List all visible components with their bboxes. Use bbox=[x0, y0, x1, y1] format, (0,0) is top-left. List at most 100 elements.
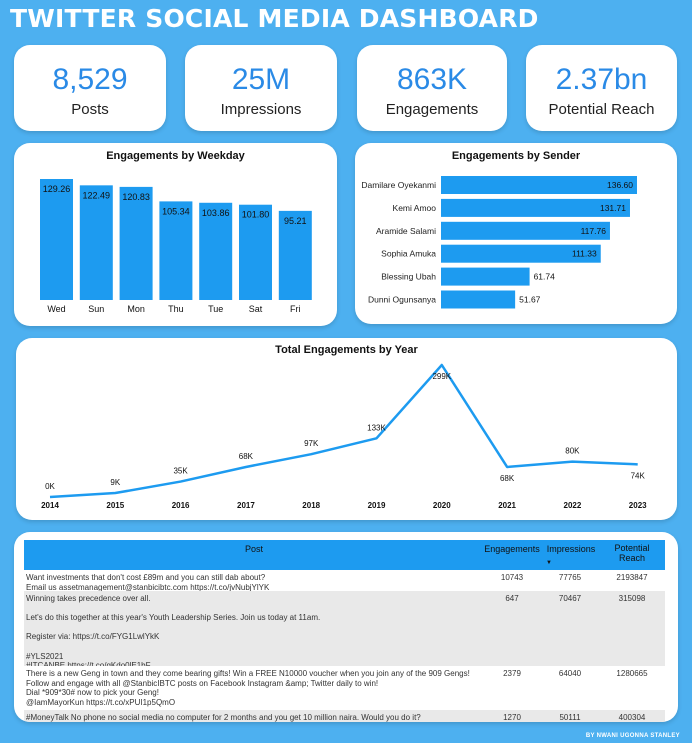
weekday-tick-label: Sun bbox=[88, 304, 104, 314]
row-impressions: 70467 bbox=[558, 594, 582, 603]
weekday-chart-card[interactable]: Engagements by Weekday 129.26 Wed 122.49 Su… bbox=[14, 143, 337, 326]
row-reach: 400304 bbox=[618, 713, 646, 722]
weekday-tick-label: Fri bbox=[290, 304, 301, 314]
year-point-label: 68K bbox=[239, 452, 254, 461]
kpi-engagements-value: 863K bbox=[396, 63, 468, 96]
sender-bar bbox=[441, 198, 630, 217]
row-reach: 2193847 bbox=[616, 573, 648, 582]
year-tick-label: 2021 bbox=[498, 501, 516, 510]
kpi-impressions-label: Impressions bbox=[220, 101, 302, 118]
year-point-label: 9K bbox=[110, 478, 120, 487]
sender-bar-label: 136.60 bbox=[607, 180, 633, 190]
row-impressions: 50111 bbox=[559, 713, 581, 722]
row-impressions: 64040 bbox=[558, 669, 582, 678]
weekday-bar-label: 103.86 bbox=[202, 208, 230, 218]
year-point-label: 74K bbox=[631, 471, 646, 480]
row-engagements: 10743 bbox=[500, 573, 524, 582]
sender-bar-label: 51.67 bbox=[519, 295, 541, 305]
header-impressions[interactable]: Impressions bbox=[546, 544, 596, 554]
year-chart: 0K 2014 9K 2015 35K 2016 68K 2017 97K 2018 133K 201… bbox=[41, 363, 647, 510]
table-row[interactable]: #MoneyTalk No phone no social media no c… bbox=[24, 710, 665, 722]
year-tick-label: 2015 bbox=[106, 501, 124, 510]
year-tick-label: 2018 bbox=[302, 501, 320, 510]
weekday-bar-label: 105.34 bbox=[162, 206, 190, 216]
year-point-label: 97K bbox=[304, 439, 319, 448]
header-reach[interactable]: Potential Reach bbox=[614, 543, 650, 563]
weekday-bar-label: 120.83 bbox=[122, 192, 150, 202]
row-impressions: 77765 bbox=[558, 573, 582, 582]
sender-category-label: Kemi Amoo bbox=[393, 203, 437, 213]
year-tick-label: 2022 bbox=[564, 501, 582, 510]
header-post[interactable]: Post bbox=[244, 544, 263, 554]
sender-category-label: Blessing Ubah bbox=[381, 272, 436, 282]
row-engagements: 647 bbox=[505, 594, 519, 603]
sender-bar bbox=[441, 267, 530, 286]
row-post: There is a new Geng in town and they com… bbox=[26, 669, 470, 707]
year-tick-label: 2017 bbox=[237, 501, 255, 510]
weekday-bar-label: 101.80 bbox=[242, 210, 270, 220]
sender-bar bbox=[441, 221, 610, 240]
weekday-chart-title: Engagements by Weekday bbox=[106, 150, 245, 162]
sender-bar bbox=[441, 176, 637, 194]
kpi-reach-card[interactable]: 2.37bn Potential Reach bbox=[526, 45, 677, 131]
row-engagements: 1270 bbox=[503, 713, 521, 722]
weekday-tick-label: Sat bbox=[249, 304, 263, 314]
sender-category-label: Damilare Oyekanmi bbox=[361, 180, 436, 190]
year-tick-label: 2016 bbox=[172, 501, 190, 510]
sender-chart-title: Engagements by Sender bbox=[451, 150, 581, 162]
weekday-bar-label: 95.21 bbox=[284, 216, 307, 226]
weekday-chart: 129.26 Wed 122.49 Sun 120.83 Mon 105.34 Thu 103.… bbox=[40, 179, 312, 314]
year-point-label: 68K bbox=[500, 474, 515, 483]
posts-table-card[interactable]: Post Engagements Impressions ▼ Potential… bbox=[14, 532, 678, 722]
year-tick-label: 2023 bbox=[629, 501, 647, 510]
author-credit: BY NWANI UGONNA STANLEY bbox=[585, 733, 680, 739]
year-point-label: 0K bbox=[45, 482, 55, 491]
year-point-label: 35K bbox=[173, 467, 188, 476]
table-row[interactable]: There is a new Geng in town and they com… bbox=[24, 666, 665, 710]
sender-bar-label: 61.74 bbox=[534, 272, 556, 282]
sender-bar-label: 117.76 bbox=[581, 226, 607, 236]
year-point-label: 299K bbox=[432, 372, 451, 381]
row-post: #MoneyTalk No phone no social media no c… bbox=[26, 713, 421, 722]
sender-chart: 136.60 Damilare Oyekanmi 131.71 Kemi Amoo 11… bbox=[361, 176, 637, 309]
kpi-impressions-value: 25M bbox=[231, 63, 291, 96]
weekday-bar-label: 122.49 bbox=[83, 190, 111, 200]
year-chart-title: Total Engagements by Year bbox=[275, 344, 418, 356]
row-reach: 1280665 bbox=[616, 669, 648, 678]
year-chart-card[interactable]: Total Engagements by Year 0K 2014 9K 2015 35… bbox=[16, 338, 677, 520]
sender-bar-label: 111.33 bbox=[572, 249, 597, 259]
sender-category-label: Dunni Ogunsanya bbox=[368, 295, 436, 305]
row-post: Want investments that don't cost £89m an… bbox=[26, 573, 270, 592]
year-tick-label: 2014 bbox=[41, 501, 59, 510]
kpi-engagements-label: Engagements bbox=[385, 101, 479, 118]
table-row[interactable]: Winning takes precedence over all. Let's… bbox=[24, 591, 665, 670]
kpi-engagements-card[interactable]: 863K Engagements bbox=[357, 45, 507, 131]
weekday-bar bbox=[119, 186, 153, 300]
table-header: Post Engagements Impressions ▼ Potential… bbox=[24, 540, 665, 570]
kpi-impressions-card[interactable]: 25M Impressions bbox=[185, 45, 337, 131]
weekday-bar bbox=[79, 185, 113, 300]
sender-bar bbox=[441, 244, 601, 263]
sender-bar-label: 131.71 bbox=[600, 203, 626, 213]
kpi-posts-card[interactable]: 8,529 Posts bbox=[14, 45, 166, 131]
table-row[interactable]: Want investments that don't cost £89m an… bbox=[24, 570, 665, 592]
kpi-reach-value: 2.37bn bbox=[555, 63, 648, 96]
weekday-bar bbox=[159, 201, 193, 300]
sender-category-label: Sophia Amuka bbox=[381, 249, 436, 259]
row-engagements: 2379 bbox=[503, 669, 521, 678]
sort-down-icon[interactable]: ▼ bbox=[546, 560, 552, 566]
header-engagements[interactable]: Engagements bbox=[484, 544, 540, 554]
weekday-bar bbox=[40, 179, 73, 300]
year-tick-label: 2019 bbox=[368, 501, 386, 510]
weekday-tick-label: Thu bbox=[168, 304, 184, 314]
year-point-label: 133K bbox=[367, 423, 386, 432]
kpi-reach-label: Potential Reach bbox=[548, 101, 655, 118]
weekday-tick-label: Tue bbox=[208, 304, 223, 314]
kpi-posts-label: Posts bbox=[71, 101, 109, 118]
year-point-label: 80K bbox=[565, 447, 580, 456]
sender-bar bbox=[441, 290, 516, 309]
year-series-line bbox=[49, 363, 638, 499]
sender-chart-card[interactable]: Engagements by Sender 136.60 Damilare Oye… bbox=[355, 143, 677, 324]
kpi-posts-value: 8,529 bbox=[52, 63, 128, 96]
weekday-bar bbox=[278, 210, 312, 300]
